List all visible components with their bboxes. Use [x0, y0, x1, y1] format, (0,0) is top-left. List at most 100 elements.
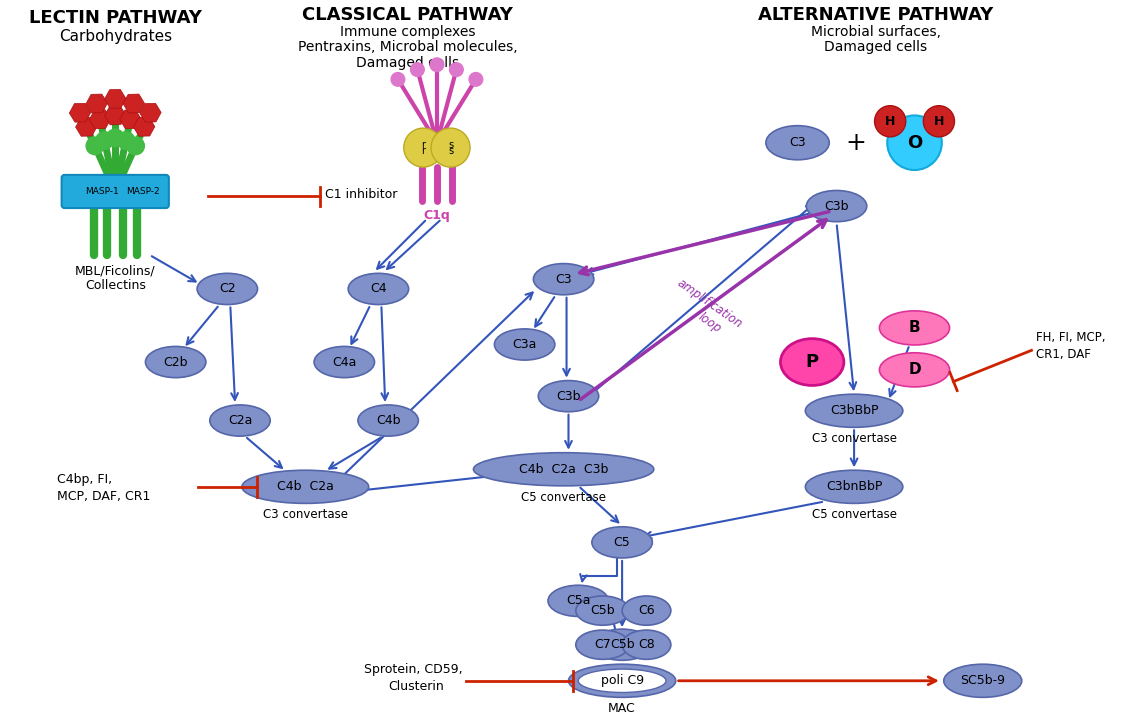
Text: C3: C3 — [556, 273, 572, 286]
Ellipse shape — [622, 596, 670, 625]
Text: SC5b-9: SC5b-9 — [960, 674, 1005, 687]
Text: LECTIN PATHWAY: LECTIN PATHWAY — [29, 9, 202, 27]
Ellipse shape — [494, 329, 555, 360]
Circle shape — [924, 106, 955, 137]
Ellipse shape — [568, 664, 676, 697]
Text: MBL/Ficolins/: MBL/Ficolins/ — [74, 265, 156, 278]
Circle shape — [403, 128, 442, 167]
Ellipse shape — [591, 527, 652, 558]
Text: Collectins: Collectins — [85, 279, 146, 292]
Text: C3: C3 — [790, 136, 806, 149]
Text: Microbial surfaces,: Microbial surfaces, — [810, 25, 941, 39]
Text: loop: loop — [696, 311, 724, 336]
Circle shape — [431, 128, 470, 167]
Circle shape — [127, 137, 144, 155]
Text: P: P — [806, 353, 818, 371]
Ellipse shape — [314, 347, 375, 377]
Text: C3b: C3b — [556, 390, 581, 402]
Text: C3a: C3a — [512, 338, 536, 351]
Ellipse shape — [146, 347, 206, 377]
Text: B: B — [909, 321, 920, 335]
Text: C4: C4 — [370, 282, 386, 296]
Circle shape — [469, 72, 482, 86]
Text: Carbohydrates: Carbohydrates — [58, 29, 172, 44]
Circle shape — [117, 132, 135, 150]
Text: C3b: C3b — [824, 200, 849, 213]
Circle shape — [391, 72, 405, 86]
Ellipse shape — [622, 630, 670, 659]
Circle shape — [96, 132, 113, 150]
Text: +: + — [846, 131, 866, 155]
Circle shape — [410, 63, 424, 77]
Text: s: s — [448, 147, 453, 157]
Text: MASP-2: MASP-2 — [126, 187, 159, 196]
Ellipse shape — [533, 263, 594, 295]
Circle shape — [86, 137, 103, 155]
Text: ALTERNATIVE PATHWAY: ALTERNATIVE PATHWAY — [758, 6, 994, 24]
Circle shape — [874, 106, 905, 137]
Text: poli C9: poli C9 — [601, 674, 644, 687]
Ellipse shape — [806, 395, 903, 427]
Ellipse shape — [944, 664, 1022, 697]
Text: D: D — [909, 362, 921, 377]
Text: C2a: C2a — [228, 414, 252, 427]
Text: Immune complexes: Immune complexes — [340, 25, 476, 39]
Ellipse shape — [591, 629, 652, 660]
Text: r: r — [422, 147, 425, 157]
Ellipse shape — [539, 381, 598, 412]
Text: C4b  C2a: C4b C2a — [277, 480, 333, 493]
Text: C3bBbP: C3bBbP — [830, 405, 878, 417]
Text: MAC: MAC — [609, 702, 636, 715]
Text: C5b: C5b — [610, 638, 635, 652]
Ellipse shape — [575, 630, 629, 659]
Text: r: r — [422, 140, 425, 150]
Text: Clusterin: Clusterin — [388, 680, 444, 693]
Text: C5a: C5a — [566, 594, 590, 607]
Text: C5 convertase: C5 convertase — [521, 490, 606, 504]
Circle shape — [430, 58, 444, 72]
Ellipse shape — [197, 274, 258, 304]
Circle shape — [449, 63, 463, 77]
Ellipse shape — [879, 353, 950, 387]
Text: CLASSICAL PATHWAY: CLASSICAL PATHWAY — [303, 6, 513, 24]
Text: C1 inhibitor: C1 inhibitor — [324, 188, 398, 201]
Ellipse shape — [575, 596, 629, 625]
Text: C3 convertase: C3 convertase — [811, 432, 896, 445]
Text: C4b  C2a  C3b: C4b C2a C3b — [519, 463, 609, 475]
Text: s: s — [448, 140, 453, 150]
Text: C7: C7 — [595, 638, 611, 652]
Ellipse shape — [473, 453, 653, 486]
Text: Damaged cells: Damaged cells — [824, 40, 927, 54]
Ellipse shape — [348, 274, 409, 304]
Text: MASP-1: MASP-1 — [85, 187, 118, 196]
Circle shape — [107, 129, 124, 147]
FancyBboxPatch shape — [62, 175, 168, 208]
Text: CR1, DAF: CR1, DAF — [1036, 348, 1091, 361]
Text: H: H — [934, 115, 944, 127]
Text: C4b: C4b — [376, 414, 400, 427]
Ellipse shape — [766, 126, 830, 160]
Ellipse shape — [579, 669, 666, 692]
Text: Pentraxins, Microbal molecules,: Pentraxins, Microbal molecules, — [298, 40, 518, 54]
Text: H: H — [885, 115, 895, 127]
Ellipse shape — [242, 470, 369, 503]
Text: FH, FI, MCP,: FH, FI, MCP, — [1036, 332, 1106, 344]
Text: C1q: C1q — [424, 209, 450, 222]
Text: C5b: C5b — [590, 604, 615, 617]
Text: MCP, DAF, CR1: MCP, DAF, CR1 — [57, 490, 150, 503]
Text: C8: C8 — [638, 638, 654, 652]
Ellipse shape — [806, 470, 903, 503]
Text: amplification: amplification — [675, 276, 745, 331]
Ellipse shape — [780, 339, 843, 385]
Text: C6: C6 — [638, 604, 654, 617]
Text: C2b: C2b — [164, 356, 188, 369]
Text: C5 convertase: C5 convertase — [811, 508, 896, 521]
Text: O: O — [906, 134, 923, 152]
Text: C3bnBbP: C3bnBbP — [826, 480, 882, 493]
Text: C4a: C4a — [332, 356, 356, 369]
Ellipse shape — [548, 585, 609, 616]
Text: Sprotein, CD59,: Sprotein, CD59, — [363, 662, 463, 676]
Text: Damaged cells: Damaged cells — [356, 56, 460, 70]
Circle shape — [887, 115, 942, 170]
Text: C5: C5 — [614, 536, 630, 549]
